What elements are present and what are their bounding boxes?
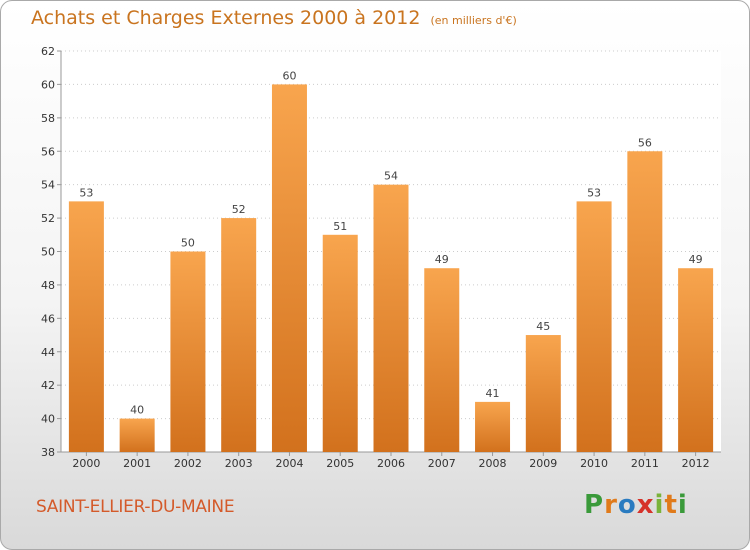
bar xyxy=(119,418,155,452)
y-tick-label: 50 xyxy=(41,246,55,259)
bar xyxy=(373,184,409,452)
x-tick-label: 2008 xyxy=(479,457,507,470)
y-tick-label: 48 xyxy=(41,279,55,292)
data-label: 45 xyxy=(536,320,550,333)
data-label: 41 xyxy=(486,387,500,400)
bar xyxy=(627,151,663,452)
data-label: 52 xyxy=(232,203,246,216)
bar xyxy=(576,201,612,452)
logo-letter: x xyxy=(636,490,655,520)
data-label: 49 xyxy=(689,253,703,266)
x-tick-label: 2012 xyxy=(682,457,710,470)
y-tick-label: 56 xyxy=(41,145,55,158)
x-tick-label: 2005 xyxy=(326,457,354,470)
y-tick-label: 42 xyxy=(41,379,55,392)
bar xyxy=(170,251,206,452)
y-tick-label: 46 xyxy=(41,312,55,325)
y-tick-label: 40 xyxy=(41,413,55,426)
y-tick-label: 52 xyxy=(41,212,55,225)
bar xyxy=(322,234,358,452)
data-label: 53 xyxy=(587,186,601,199)
bar xyxy=(424,268,460,452)
bar xyxy=(525,335,561,452)
bar xyxy=(221,218,257,452)
y-tick-label: 38 xyxy=(41,446,55,459)
data-label: 49 xyxy=(435,253,449,266)
x-tick-label: 2009 xyxy=(529,457,557,470)
logo-letter: i xyxy=(654,490,665,520)
x-tick-label: 2000 xyxy=(72,457,100,470)
x-tick-label: 2007 xyxy=(428,457,456,470)
x-tick-label: 2004 xyxy=(275,457,303,470)
logo-letter: r xyxy=(604,490,618,520)
logo-letter: t xyxy=(664,490,678,520)
bar xyxy=(68,201,104,452)
y-tick-label: 58 xyxy=(41,112,55,125)
data-label: 50 xyxy=(181,237,195,250)
data-label: 51 xyxy=(333,220,347,233)
y-tick-label: 62 xyxy=(41,45,55,58)
chart-title-text: Achats et Charges Externes 2000 à 2012 xyxy=(31,7,421,29)
bar xyxy=(678,268,714,452)
x-tick-label: 2002 xyxy=(174,457,202,470)
x-tick-label: 2003 xyxy=(225,457,253,470)
x-tick-label: 2010 xyxy=(580,457,608,470)
y-tick-label: 44 xyxy=(41,346,55,359)
chart-title: Achats et Charges Externes 2000 à 2012 (e… xyxy=(31,7,517,29)
data-label: 54 xyxy=(384,170,398,183)
data-label: 40 xyxy=(130,404,144,417)
chart-subtitle: (en milliers d'€) xyxy=(430,14,517,27)
proxiti-logo: Proxiti xyxy=(584,490,688,520)
bar xyxy=(271,84,307,453)
logo-letter: o xyxy=(617,490,637,520)
x-tick-label: 2011 xyxy=(631,457,659,470)
data-label: 56 xyxy=(638,136,652,149)
y-tick-label: 54 xyxy=(41,179,55,192)
y-tick-label: 60 xyxy=(41,78,55,91)
data-label: 60 xyxy=(282,69,296,82)
bar xyxy=(475,401,511,452)
x-tick-label: 2001 xyxy=(123,457,151,470)
logo-letter: P xyxy=(584,490,605,520)
x-tick-label: 2006 xyxy=(377,457,405,470)
commune-name: SAINT-ELLIER-DU-MAINE xyxy=(36,497,235,517)
logo-letter: i xyxy=(677,490,688,520)
data-label: 53 xyxy=(79,186,93,199)
